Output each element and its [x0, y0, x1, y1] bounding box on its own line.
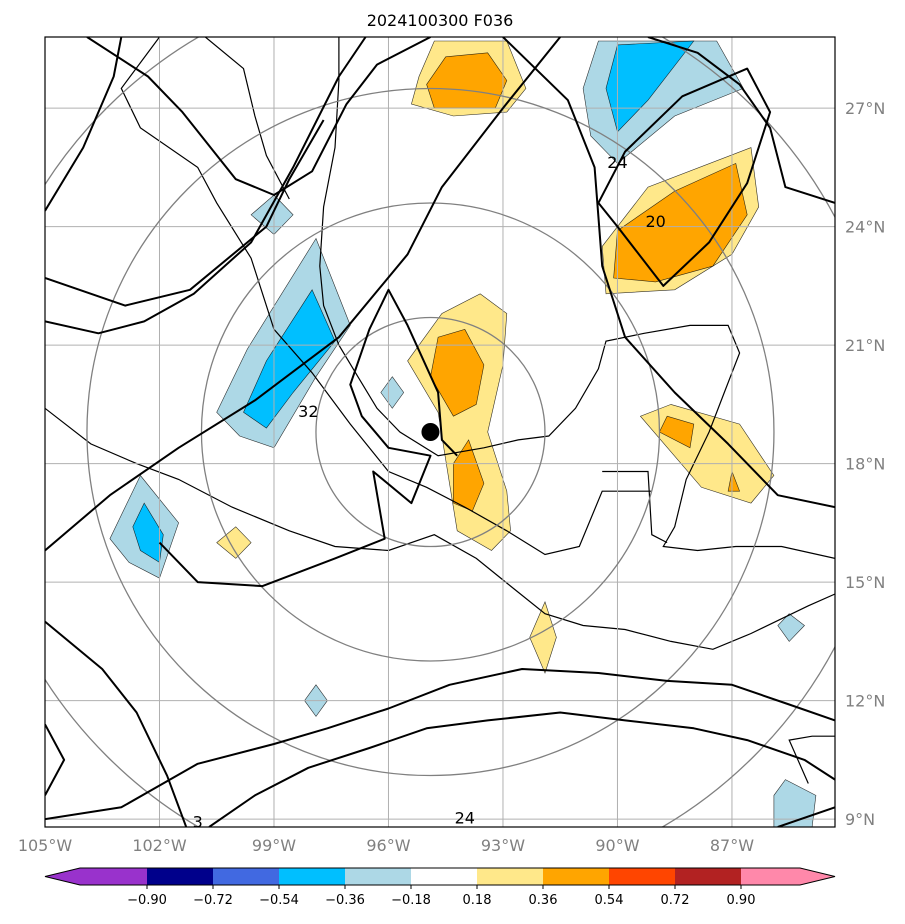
colorbar-bin-low: [80, 868, 147, 885]
colorbar-bin-high: [741, 868, 800, 885]
lon-tick-label-0: 105°W: [18, 836, 73, 855]
lon-tick-label-6: 87°W: [710, 836, 754, 855]
lon-tick-label-2: 99°W: [252, 836, 296, 855]
coastline-1: [45, 407, 835, 650]
map-area: 32 24 20 24 3: [45, 37, 835, 832]
colorbar-tick-label-6: 0.36: [529, 893, 558, 908]
coastline-3: [120, 37, 652, 556]
lat-tick-label-1: 12°N: [845, 692, 885, 711]
lat-tick-label-4: 21°N: [845, 336, 885, 355]
range-ring-1: [200, 202, 661, 662]
colorbar-tick-label-2: −0.54: [259, 893, 299, 908]
colorbar-extend-high: [800, 868, 835, 885]
contour-line-1: [45, 37, 367, 335]
contour-line-3: [45, 119, 325, 307]
contour-line-7: [502, 37, 835, 509]
contour-line-11: [208, 711, 835, 827]
colorbar-tick-label-9: 0.90: [727, 893, 756, 908]
colorbar-bin-1: [213, 868, 280, 885]
shaded-region-15: [132, 502, 164, 563]
shaded-region-7: [430, 328, 485, 417]
gridline-layer: [45, 37, 835, 827]
colorbar-bin-5: [477, 868, 544, 885]
contour-line-5: [158, 288, 458, 588]
colorbar-tick-label-4: −0.18: [391, 893, 431, 908]
shaded-region-8: [453, 439, 485, 512]
shaded-region-21: [216, 526, 252, 559]
range-ring-layer: [45, 37, 835, 827]
shaded-region-19: [777, 613, 805, 642]
lon-tick-label-4: 93°W: [481, 836, 525, 855]
contour-line-6: [45, 620, 188, 827]
colorbar-bin-8: [675, 868, 742, 885]
colorbar-tick-labels: −0.90 −0.72 −0.54 −0.36 −0.18 0.18 0.36 0.54 0.7…: [127, 885, 755, 908]
shaded-region-3: [605, 40, 695, 133]
contour-label-4: 3: [193, 813, 203, 832]
contour-line-8: [647, 37, 835, 204]
storm-center-marker: [421, 423, 440, 441]
coastline-5: [602, 470, 668, 544]
colorbar-bin-2: [279, 868, 346, 885]
lon-tick-label-1: 102°W: [132, 836, 187, 855]
shaded-region-10: [659, 415, 695, 449]
colorbar-bin-0: [147, 868, 214, 885]
shaded-region-9: [639, 404, 775, 504]
contour-label-layer: 32 24 20 24 3: [193, 153, 666, 832]
range-ring-2: [86, 87, 775, 777]
colorbar-bin-4: [411, 868, 478, 885]
contour-line-13: [777, 806, 835, 827]
coastline-2: [788, 735, 835, 784]
contour-label-0: 32: [298, 402, 318, 421]
colorbar-extend-low: [45, 868, 80, 885]
contour-line-0: [45, 37, 123, 212]
chart-title: 2024100300 F036: [367, 11, 514, 30]
lat-tick-label-6: 27°N: [845, 99, 885, 118]
colorbar-bin-7: [609, 868, 676, 885]
colorbar-bin-6: [543, 868, 610, 885]
colorbar-tick-label-0: −0.90: [127, 893, 167, 908]
contour-line-9: [597, 67, 772, 287]
contour-line-12: [45, 723, 66, 796]
shaded-region-17: [380, 376, 405, 409]
contour-label-1: 24: [607, 153, 627, 172]
colorbar-outline: [44, 867, 836, 886]
lat-tick-label-3: 18°N: [845, 455, 885, 474]
contour-line-2: [86, 37, 431, 196]
map-frame: [44, 36, 836, 828]
contour-label-3: 24: [455, 809, 475, 828]
lon-tick-label-5: 90°W: [595, 836, 639, 855]
colorbar: [44, 867, 836, 886]
colorbar-tick-label-5: 0.18: [463, 893, 492, 908]
lat-tick-label-5: 24°N: [845, 218, 885, 237]
coastline-4: [204, 37, 290, 200]
shaded-region-20: [773, 779, 817, 827]
lon-tick-label-3: 96°W: [366, 836, 410, 855]
colorbar-bin-3: [345, 868, 412, 885]
storm-center-layer: [421, 423, 440, 441]
longitude-tick-labels: 105°W 102°W 99°W 96°W 93°W 90°W 87°W: [18, 836, 754, 855]
colorbar-tick-label-8: 0.72: [661, 893, 690, 908]
coastline-0: [319, 37, 835, 559]
lat-tick-label-2: 15°N: [845, 573, 885, 592]
shaded-region-5: [613, 162, 748, 283]
contour-label-2: 20: [645, 212, 665, 231]
shaded-region-11: [727, 470, 741, 492]
shaded-anomaly-layer: [109, 40, 817, 827]
contour-line-10: [45, 668, 835, 821]
latitude-tick-labels: 9°N 12°N 15°N 18°N 21°N 24°N 27°N: [845, 99, 885, 829]
contour-line-4: [45, 37, 561, 552]
contour-layer: [45, 37, 835, 827]
colorbar-tick-label-1: −0.72: [193, 893, 233, 908]
colorbar-tick-label-3: −0.36: [325, 893, 365, 908]
colorbar-tick-label-7: 0.54: [595, 893, 624, 908]
lat-tick-label-0: 9°N: [845, 810, 875, 829]
range-ring-0: [315, 316, 546, 548]
